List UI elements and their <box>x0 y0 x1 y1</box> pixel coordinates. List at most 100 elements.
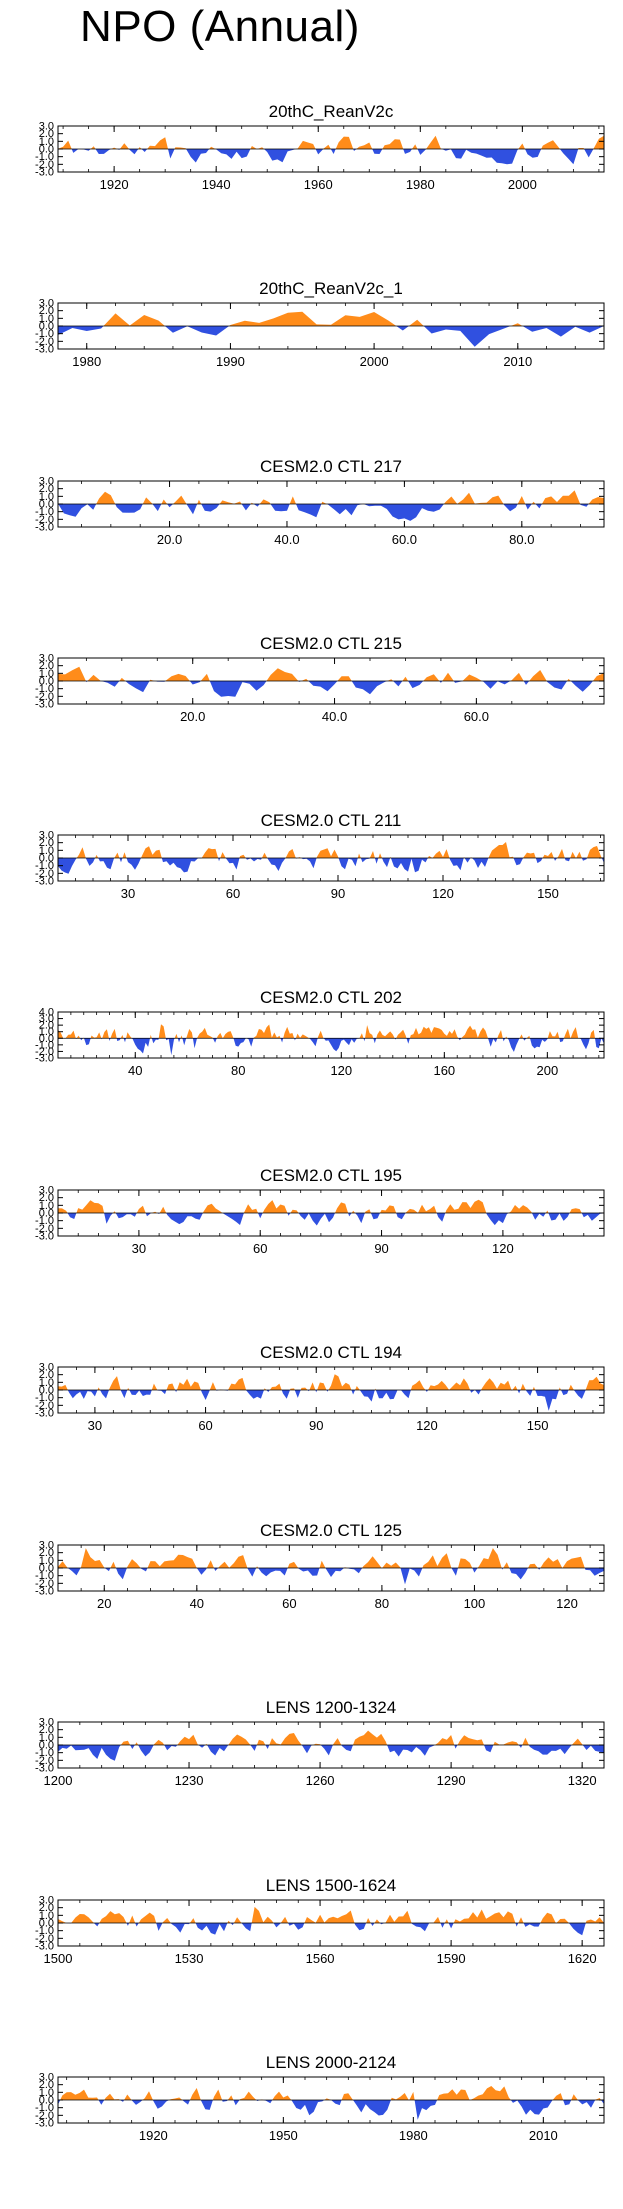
y-tick-label: 2.0 <box>39 1724 54 1736</box>
chart-title: LENS 1500-1624 <box>266 1876 396 1895</box>
negative-area <box>58 681 604 697</box>
x-tick-label: 100 <box>464 1596 486 1611</box>
negative-area <box>58 1213 604 1226</box>
x-tick-label: 150 <box>537 886 559 901</box>
y-tick-label: 3.0 <box>39 1013 54 1025</box>
x-tick-label: 2010 <box>503 354 532 369</box>
x-tick-label: 1980 <box>399 2128 428 2143</box>
negative-area <box>58 1390 604 1411</box>
y-tick-label: -2.0 <box>35 1223 54 1235</box>
x-tick-label: 1620 <box>568 1951 597 1966</box>
y-tick-label: -3.0 <box>35 1053 54 1065</box>
chart-title: 20thC_ReanV2c_1 <box>259 279 403 298</box>
x-tick-label: 80 <box>231 1063 245 1078</box>
x-tick-label: 60 <box>253 1241 267 1256</box>
y-tick-label: 0.0 <box>39 144 54 156</box>
y-tick-label: -1.0 <box>35 683 54 695</box>
x-tick-label: 1950 <box>269 2128 298 2143</box>
y-tick-label: 1.0 <box>39 1732 54 1744</box>
x-tick-label: 1320 <box>568 1773 597 1788</box>
y-tick-label: 0.0 <box>39 1385 54 1397</box>
y-tick-label: 0.0 <box>39 499 54 511</box>
x-tick-label: 80 <box>375 1596 389 1611</box>
x-tick-label: 1920 <box>139 2128 168 2143</box>
y-tick-label: -3.0 <box>35 167 54 179</box>
chart-title: CESM2.0 CTL 194 <box>260 1343 402 1362</box>
y-tick-label: 0.0 <box>39 1918 54 1930</box>
y-tick-label: 1.0 <box>39 313 54 325</box>
y-tick-label: 1.0 <box>39 668 54 680</box>
x-tick-label: 30 <box>88 1418 102 1433</box>
y-tick-label: 1.0 <box>39 1555 54 1567</box>
positive-area <box>58 1199 604 1213</box>
y-tick-label: -3.0 <box>35 699 54 711</box>
y-tick-label: -1.0 <box>35 1570 54 1582</box>
x-tick-label: 60 <box>282 1596 296 1611</box>
chart-title: LENS 1200-1324 <box>266 1698 396 1717</box>
x-tick-label: 1500 <box>44 1951 73 1966</box>
y-tick-label: -2.0 <box>35 691 54 703</box>
y-tick-label: 0.0 <box>39 321 54 333</box>
y-tick-label: 1.0 <box>39 491 54 503</box>
y-tick-label: 3.0 <box>39 1717 54 1729</box>
y-tick-label: -2.0 <box>35 336 54 348</box>
x-tick-label: 1260 <box>306 1773 335 1788</box>
negative-area <box>58 1568 604 1585</box>
x-tick-label: 90 <box>374 1241 388 1256</box>
y-tick-label: 1.0 <box>39 1200 54 1212</box>
chart-panel-3: CESM2.0 CTL 217 3.02.01.00.0-1.0-2.0-3.0 2… <box>35 457 605 547</box>
y-tick-label: -1.0 <box>35 506 54 518</box>
x-tick-label: 20 <box>97 1596 111 1611</box>
x-tick-label: 90 <box>331 886 345 901</box>
positive-area <box>58 1730 604 1745</box>
x-tick-label: 120 <box>556 1596 578 1611</box>
x-tick-label: 120 <box>330 1063 352 1078</box>
y-tick-label: -3.0 <box>35 2118 54 2130</box>
y-tick-label: 2.0 <box>39 305 54 317</box>
chart-panel-9: CESM2.0 CTL 125 3.02.01.00.0-1.0-2.0-3.0 2… <box>35 1521 605 1611</box>
chart-panel-11: LENS 1500-16243.02.01.00.0-1.0-2.0-3.015… <box>35 1876 605 1966</box>
chart-panel-1: 20thC_ReanV2c 3.02.01.00.0-1.0-2.0-3.0 192… <box>35 102 605 192</box>
chart-title: CESM2.0 CTL 211 <box>261 811 402 830</box>
y-tick-label: -2.0 <box>35 2110 54 2122</box>
x-tick-label: 60 <box>226 886 240 901</box>
x-tick-label: 40 <box>128 1063 142 1078</box>
chart-title: LENS 2000-2124 <box>266 2053 396 2072</box>
negative-area <box>58 1038 604 1056</box>
y-tick-label: -2.0 <box>35 868 54 880</box>
chart-panel-4: CESM2.0 CTL 215 3.02.01.00.0-1.0-2.0-3.0 2… <box>35 634 605 724</box>
chart-panel-6: CESM2.0 CTL 202 4.03.02.01.00.0-1.0-2.0-3… <box>35 988 605 1078</box>
y-tick-label: 3.0 <box>39 1185 54 1197</box>
y-tick-label: -1.0 <box>35 2102 54 2114</box>
chart-title: CESM2.0 CTL 217 <box>260 457 402 476</box>
y-tick-label: -3.0 <box>35 522 54 534</box>
x-tick-label: 160 <box>433 1063 455 1078</box>
x-tick-label: 20.0 <box>157 532 182 547</box>
negative-area <box>58 2100 604 2120</box>
x-tick-label: 1290 <box>437 1773 466 1788</box>
x-tick-label: 150 <box>527 1418 549 1433</box>
y-tick-label: -3.0 <box>35 1941 54 1953</box>
y-tick-label: 0.0 <box>39 1740 54 1752</box>
y-tick-label: 3.0 <box>39 1540 54 1552</box>
positive-area <box>58 311 604 326</box>
x-tick-label: 2000 <box>360 354 389 369</box>
y-tick-label: -3.0 <box>35 1408 54 1420</box>
x-tick-label: 30 <box>132 1241 146 1256</box>
negative-area <box>58 1923 604 1936</box>
chart-panel-2: 20thC_ReanV2c_1 3.02.01.00.0-1.0-2.0-3.0 1… <box>35 279 605 369</box>
x-tick-label: 60 <box>198 1418 212 1433</box>
y-tick-label: 2.0 <box>39 660 54 672</box>
y-tick-label: -1.0 <box>35 1039 54 1051</box>
positive-area <box>58 1906 604 1923</box>
y-tick-label: 2.0 <box>39 1369 54 1381</box>
x-tick-label: 1560 <box>306 1951 335 1966</box>
x-tick-label: 1990 <box>216 354 245 369</box>
y-tick-label: -1.0 <box>35 1747 54 1759</box>
y-tick-label: -1.0 <box>35 328 54 340</box>
y-tick-label: 2.0 <box>39 837 54 849</box>
y-tick-label: 2.0 <box>39 1192 54 1204</box>
x-tick-label: 1200 <box>44 1773 73 1788</box>
y-tick-label: 0.0 <box>39 2095 54 2107</box>
y-tick-label: 1.0 <box>39 2087 54 2099</box>
